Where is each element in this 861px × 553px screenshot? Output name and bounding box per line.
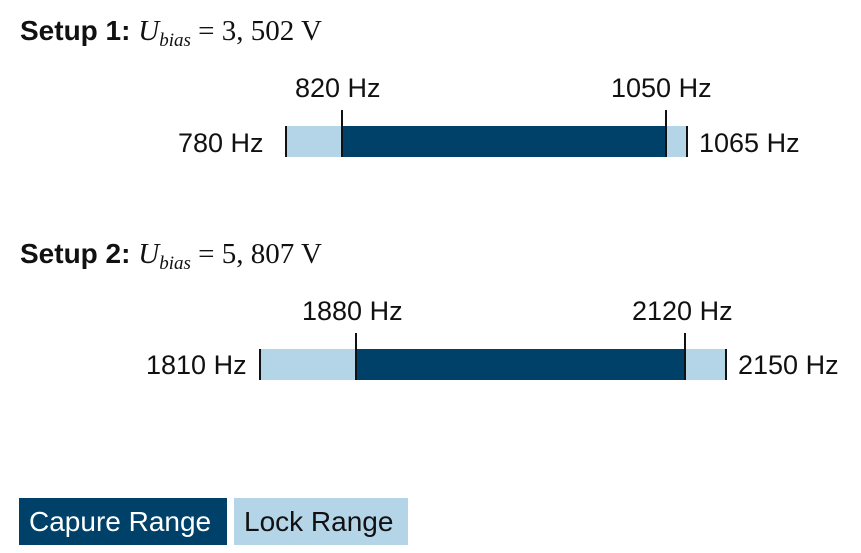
setup-1-capture-low-tick [341,110,343,157]
legend-lock-range: Lock Range [234,498,408,545]
setup-1-voltage: 3, 502 V [221,15,322,47]
setup-1-equals: = [198,15,215,47]
setup-1-lock-low-label: 780 Hz [178,128,264,158]
setup-2-variable: U [138,238,160,270]
setup-1-lock-low-tick [285,126,287,157]
setup-1-label: Setup 1: [20,15,131,46]
setup-2-voltage: 5, 807 V [221,238,322,270]
setup-1-capture-high-label: 1050 Hz [611,73,712,103]
setup-1-title: Setup 1: Ubias = 3, 502 V [20,15,322,51]
setup-2-title: Setup 2: Ubias = 5, 807 V [20,238,322,274]
setup-2-lock-low-tick [259,349,261,380]
setup-2-label: Setup 2: [20,238,131,269]
setup-1-lock-high-label: 1065 Hz [699,128,800,158]
setup-2-equals: = [198,238,215,270]
setup-1-variable: U [138,15,160,47]
setup-2-equation: Ubias = 5, 807 V [138,238,322,274]
setup-2-capture-range-bar [356,349,685,380]
setup-2-capture-low-tick [355,333,357,380]
setup-1-equation: Ubias = 3, 502 V [138,15,322,51]
setup-2-lock-low-label: 1810 Hz [146,350,247,380]
setup-1-capture-high-tick [665,110,667,157]
setup-1-capture-range-bar [341,126,666,157]
setup-2-lock-high-label: 2150 Hz [738,350,839,380]
setup-2-lock-high-tick [725,349,727,380]
setup-1-capture-low-label: 820 Hz [295,73,381,103]
setup-1-lock-high-tick [686,126,688,157]
setup-1-subscript: bias [159,30,191,51]
setup-2-capture-high-label: 2120 Hz [632,296,733,326]
legend-capture-range: Capure Range [19,498,227,545]
setup-2-subscript: bias [159,253,191,274]
setup-2-capture-low-label: 1880 Hz [302,296,403,326]
setup-2-capture-high-tick [684,333,686,380]
